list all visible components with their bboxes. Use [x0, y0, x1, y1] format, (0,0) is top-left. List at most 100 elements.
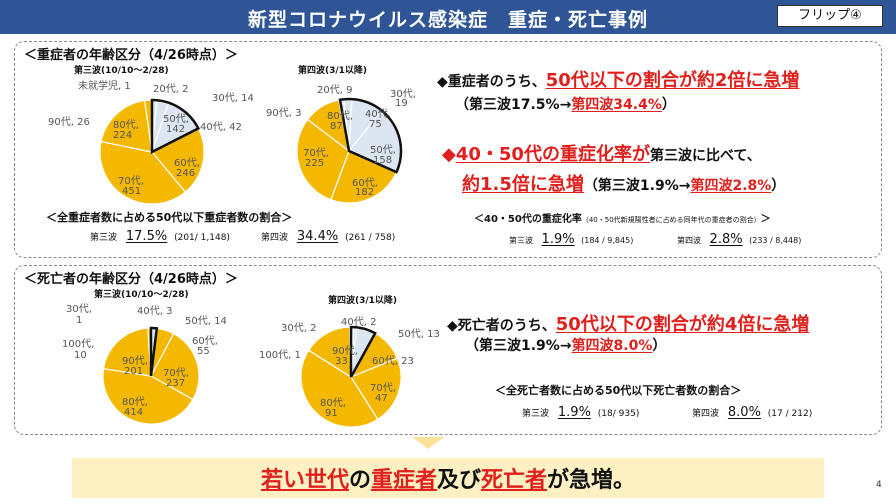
slice-label: 75	[369, 119, 382, 130]
deaths-point: ◆死亡者のうち、50代以下の割合が約4倍に急増	[447, 310, 809, 336]
slice-label: 80代,	[320, 398, 346, 409]
severe-ratio-wave4: 第四波 34.4% (261 / 758)	[261, 229, 395, 244]
slice-label: 90代, 26	[48, 117, 90, 128]
slice-label: 50代, 13	[398, 329, 440, 340]
ratio-pct: 8.0%	[727, 405, 761, 420]
slice-label: 90代,	[332, 346, 358, 357]
pie-slice-70代	[150, 332, 200, 401]
slice-label: 30代,	[390, 89, 416, 100]
severe-point1: ◆重症者のうち、50代以下の割合が約2倍に急増	[437, 66, 799, 92]
wave-label: 第四波	[677, 236, 701, 245]
pie-slice-80代	[100, 99, 153, 153]
slice-label: 224	[113, 130, 133, 141]
severe-ratio-caption: ＜全重症者数に占める50代以下重症者数の割合＞	[46, 211, 293, 224]
point-tail: 第三波に比べて、	[649, 148, 761, 164]
slice-label: 414	[124, 407, 144, 418]
rate-caption-end: ＞	[760, 214, 771, 225]
ratio-pct: 1.9%	[557, 405, 591, 420]
flip-label: フリップ④	[777, 5, 883, 27]
slice-label: 20代, 9	[317, 85, 353, 96]
slice-label: 80代,	[122, 397, 148, 408]
slice-label: 未就学児, 1	[78, 81, 131, 92]
wave-label: 第三波	[90, 233, 118, 243]
slice-label: 20代, 2	[153, 84, 189, 95]
title-bar	[0, 0, 896, 34]
point-highlight: 約1.5倍に急増	[462, 174, 584, 195]
slice-label: 60代,	[192, 336, 218, 347]
rate-caption-note: （40・50代新規陽性者に占める同年代の重症者の割合）	[581, 216, 761, 224]
wave-label: 第四波	[692, 409, 720, 419]
rate-pct: 2.8%	[709, 232, 743, 247]
slice-label: 182	[355, 187, 375, 198]
slice-label: 201	[124, 366, 144, 377]
severe-point2-line2: 約1.5倍に急増（第三波1.9%→第四波2.8%）	[462, 170, 785, 196]
wave-label: 第三波	[522, 409, 550, 419]
severe-heading: ＜重症者の年齢区分（4/26時点）＞	[24, 48, 238, 63]
slice-label: 60代,	[174, 158, 200, 169]
slice-label: 40代, 42	[200, 122, 242, 133]
pie-slice-70代	[296, 118, 350, 201]
summary-highlight: 死亡者	[481, 468, 548, 493]
slice-label: 100代, 1	[259, 350, 301, 361]
summary-text-part: の	[348, 468, 371, 493]
sub-text: ）	[771, 178, 786, 194]
severe-ratio-wave3: 第三波 17.5% (201/ 1,148)	[90, 229, 230, 244]
young-group-outline	[149, 326, 159, 377]
deaths-panel	[14, 265, 882, 435]
down-arrow-icon	[412, 437, 444, 449]
pie-deaths-wave4	[300, 325, 402, 428]
slice-label: 40代, 2	[341, 317, 377, 328]
young-group-outline	[338, 97, 403, 174]
summary-text-part: が急増。	[547, 468, 636, 493]
slice-label: 225	[305, 158, 325, 169]
pie-slice-60代	[330, 150, 398, 204]
slice-label: 70代,	[163, 368, 189, 379]
slice-label: 451	[122, 186, 142, 197]
slice-label: 70代,	[118, 176, 144, 187]
pie-severe-wave4	[296, 97, 403, 204]
ratio-pct: 34.4%	[296, 229, 339, 244]
slice-label: 30代,	[66, 304, 92, 315]
severe-wave4-title: 第四波(3/1以降)	[298, 66, 368, 76]
slice-label: 246	[176, 168, 196, 179]
point-highlight: 50代以下の割合が約4倍に急増	[555, 314, 810, 335]
sub-highlight: 第四波2.8%	[690, 178, 772, 194]
rate-detail: (184 / 9,845)	[581, 236, 634, 245]
summary-text: 若い世代の重症者及び死亡者が急増。	[72, 462, 824, 494]
slice-label: 60代,	[352, 178, 378, 189]
ratio-detail: (201/ 1,148)	[174, 233, 230, 243]
pie-slice-70代	[350, 357, 402, 421]
rate-caption: ＜40・50代の重症化率（40・50代新規陽性者に占める同年代の重症者の割合）＞	[474, 210, 771, 225]
slice-label: 40代,	[365, 109, 391, 120]
point-highlight: 50代以下の割合が約2倍に急増	[545, 70, 800, 91]
slice-label: 50代,	[370, 145, 396, 156]
deaths-ratio-wave3: 第三波 1.9% (18/ 935)	[522, 405, 639, 420]
sub-text: （第三波1.9%→	[583, 178, 691, 194]
slice-label: 50代, 14	[185, 316, 227, 327]
rate-wave3: 第三波 1.9% (184 / 9,845)	[509, 232, 633, 247]
ratio-detail: (18/ 935)	[597, 409, 640, 419]
pie-slice-80代	[102, 368, 194, 425]
slice-label: 91	[325, 408, 338, 419]
deaths-ratio-caption: ＜全死亡者数に占める50代以下死亡者数の割合＞	[495, 384, 742, 397]
sub-highlight: 第四波8.0%	[571, 338, 653, 354]
slice-label: 70代,	[303, 148, 329, 159]
rate-pct: 1.9%	[541, 232, 575, 247]
rate-wave4: 第四波 2.8% (233 / 8,448)	[677, 232, 801, 247]
severe-wave3-title: 第三波(10/10～2/28)	[74, 66, 169, 76]
slice-label: 55	[197, 346, 210, 357]
slice-label: 30代, 2	[281, 323, 317, 334]
slice-label: 237	[166, 378, 186, 389]
rate-caption-text: ＜40・50代の重症化率	[474, 214, 582, 225]
slice-label: 47	[375, 393, 388, 404]
sub-text: （第三波17.5%→	[455, 97, 572, 113]
slice-label: 10	[74, 350, 87, 361]
slice-label: 30代, 14	[212, 93, 254, 104]
sub-text: ）	[652, 338, 667, 354]
point-highlight: 40・50代の重症化率が	[455, 144, 650, 165]
ratio-pct: 17.5%	[125, 229, 168, 244]
young-group-outline	[349, 325, 377, 378]
wave-label: 第三波	[509, 236, 533, 245]
sub-highlight: 第四波34.4%	[571, 97, 662, 113]
diamond-icon: ◆	[442, 144, 456, 165]
